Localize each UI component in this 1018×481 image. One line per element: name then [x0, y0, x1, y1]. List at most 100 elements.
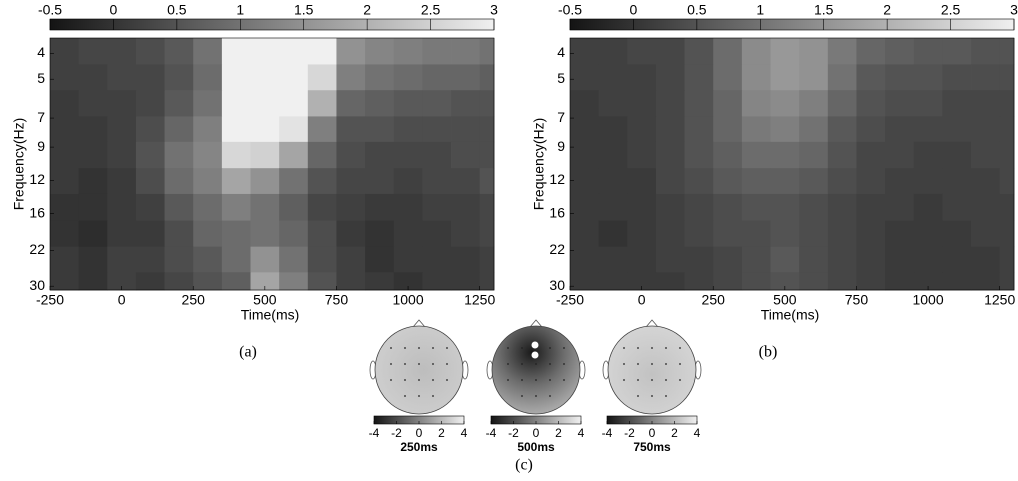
heatmap-cell: [336, 116, 366, 143]
colorbar-tick-label: 1: [236, 2, 244, 18]
heatmap-cell: [50, 193, 80, 221]
heatmap-cell: [451, 64, 481, 91]
heatmap-cell: [684, 116, 714, 143]
heatmap-cell: [770, 116, 800, 143]
heatmap-cell: [684, 272, 714, 291]
heatmap-cell: [684, 90, 714, 117]
y-tick-label: 7: [37, 109, 45, 125]
heatmap-cell: [770, 64, 800, 91]
heatmap-cell: [422, 220, 452, 248]
colorbar-tick-label: 2: [883, 2, 891, 18]
y-tick-label: 7: [557, 109, 565, 125]
x-tick-label: 1250: [464, 292, 495, 308]
heatmap-cell: [250, 38, 280, 65]
heatmap-cell: [713, 246, 743, 273]
heatmap-cell: [365, 90, 395, 117]
x-tick-label: 750: [325, 292, 349, 308]
y-tick-label: 12: [29, 171, 45, 187]
colorbar-tick-label: 2.5: [421, 2, 441, 18]
heatmap-cell: [193, 38, 223, 65]
colorbar-tick-label: 0: [416, 426, 423, 440]
heatmap-cell: [135, 38, 165, 65]
heatmap-cell: [827, 168, 857, 195]
colorbar-tick-label: -2: [391, 426, 402, 440]
electrode: [637, 379, 639, 381]
electrode: [507, 379, 509, 381]
heatmap-cell: [135, 116, 165, 143]
colorbar-tick-label: 4: [694, 426, 701, 440]
heatmap-cell: [78, 220, 108, 248]
y-tick-label: 16: [29, 204, 45, 220]
heatmap-cell: [221, 272, 251, 291]
heatmap-cell: [78, 193, 108, 221]
heatmap-cell: [885, 90, 915, 117]
electrode: [623, 347, 625, 349]
heatmap-cell: [135, 193, 165, 221]
heatmap-cell: [713, 38, 743, 65]
heatmap-cell: [479, 168, 495, 195]
heatmap-cell: [422, 193, 452, 221]
heatmap-cell: [971, 141, 1001, 169]
heatmap-cell: [799, 90, 829, 117]
heatmap-cell: [770, 90, 800, 117]
heatmap-cell: [279, 220, 309, 248]
heatmap-cell: [684, 246, 714, 273]
heatmap-cell: [684, 141, 714, 169]
electrode: [665, 363, 667, 365]
heatmap-cell: [479, 116, 495, 143]
heatmap-cell: [741, 246, 771, 273]
heatmap-cell: [655, 38, 685, 65]
heatmap-cell: [999, 141, 1015, 169]
heatmap-cell: [50, 116, 80, 143]
heatmap-cell: [570, 38, 600, 65]
heatmap-cell: [250, 90, 280, 117]
heatmap-cell: [913, 116, 943, 143]
heatmap-cell: [770, 193, 800, 221]
heatmap-cell: [250, 246, 280, 273]
heatmap-cell: [684, 193, 714, 221]
electrode: [549, 347, 551, 349]
heatmap-cell: [799, 64, 829, 91]
heatmap-cell: [942, 116, 972, 143]
heatmap-cell: [250, 220, 280, 248]
heatmap-cell: [365, 168, 395, 195]
heatmap-cell: [107, 246, 137, 273]
heatmap-cell: [193, 168, 223, 195]
heatmap-cell: [856, 193, 886, 221]
heatmap-cell: [913, 168, 943, 195]
electrode: [679, 379, 681, 381]
heatmap-cell: [827, 116, 857, 143]
y-tick-label: 9: [557, 138, 565, 154]
electrode: [507, 347, 509, 349]
y-axis-label: Frequency(Hz): [531, 118, 547, 211]
heatmap-cell: [479, 193, 495, 221]
heatmap-cell: [50, 220, 80, 248]
heatmap-cell: [193, 90, 223, 117]
heatmap-cell: [598, 141, 628, 169]
heatmap-cell: [307, 64, 337, 91]
electrode: [549, 395, 551, 397]
heatmap-cell: [713, 116, 743, 143]
heatmap-cell: [135, 272, 165, 291]
heatmap-cell: [713, 168, 743, 195]
electrode: [446, 363, 448, 365]
heatmap-cell: [164, 38, 194, 65]
electrode: [563, 363, 565, 365]
heatmap-cell: [856, 141, 886, 169]
electrode: [507, 363, 509, 365]
heatmap-cell: [570, 168, 600, 195]
heatmap-cell: [598, 246, 628, 273]
colorbar-tick-label: 2: [555, 426, 562, 440]
heatmap-cell: [422, 116, 452, 143]
heatmap-cell: [770, 246, 800, 273]
heatmap-cell: [827, 246, 857, 273]
heatmap-cell: [393, 220, 423, 248]
electrode: [623, 379, 625, 381]
heatmap-cell: [279, 90, 309, 117]
electrode: [521, 347, 523, 349]
electrode: [390, 347, 392, 349]
heatmap-cell: [50, 141, 80, 169]
colorbar-tick-label: -0.5: [38, 2, 62, 18]
heatmap-cell: [999, 116, 1015, 143]
heatmap-cell: [627, 116, 657, 143]
